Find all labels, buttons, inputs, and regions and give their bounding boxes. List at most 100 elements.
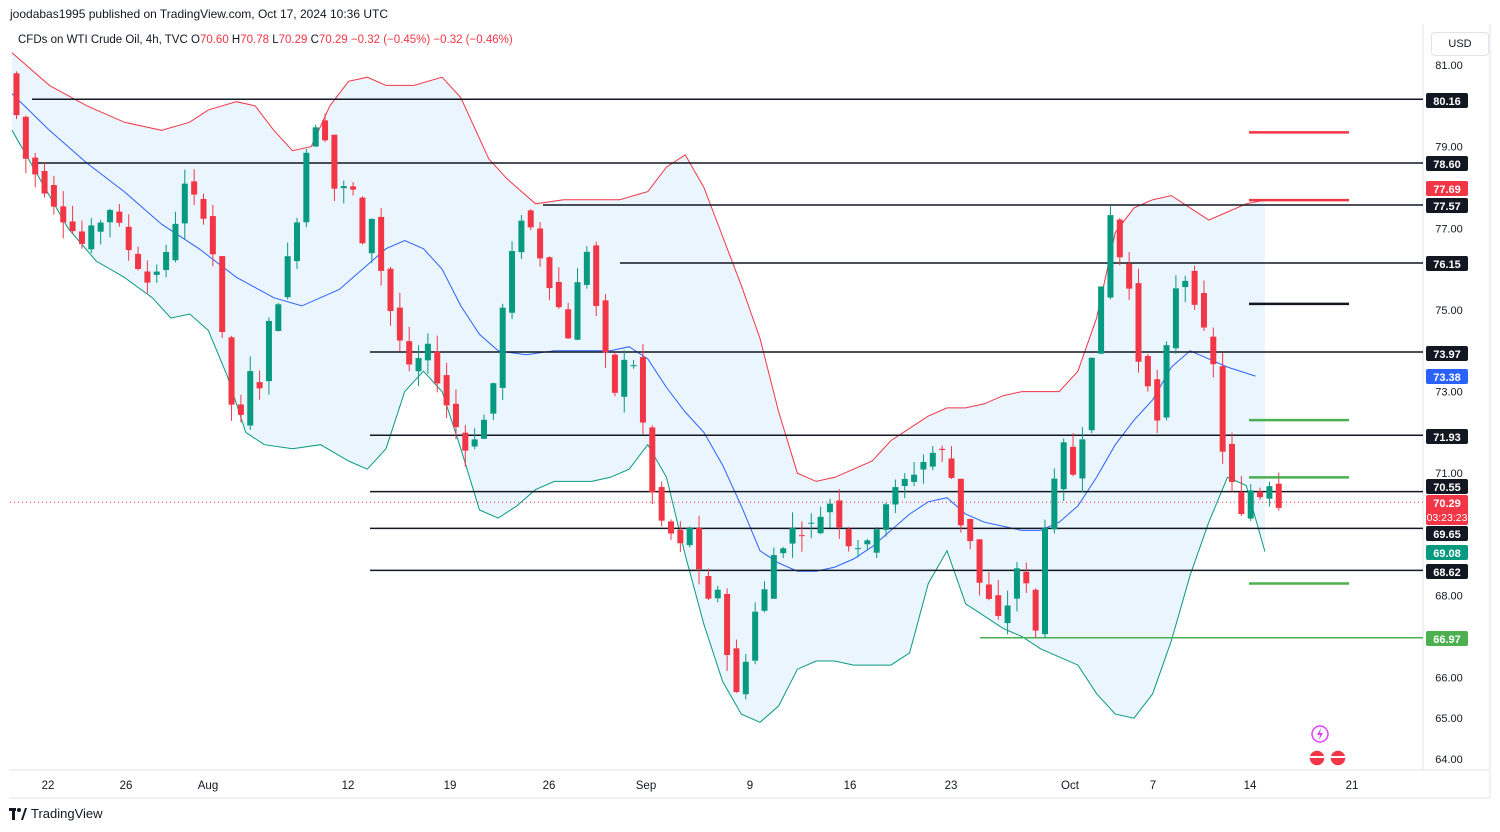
price-label[interactable]: 77.57 [1433, 201, 1461, 213]
candle-body[interactable] [228, 337, 235, 405]
candle-body[interactable] [378, 216, 385, 271]
candle-body[interactable] [1238, 492, 1245, 515]
candle-body[interactable] [1126, 263, 1133, 289]
candle-body[interactable] [836, 500, 843, 528]
candle-body[interactable] [761, 589, 768, 611]
candle-body[interactable] [1042, 528, 1048, 635]
candle-body[interactable] [527, 210, 534, 228]
candle-body[interactable] [705, 576, 712, 599]
candle-body[interactable] [537, 228, 544, 259]
candle-body[interactable] [602, 300, 609, 353]
candle-body[interactable] [415, 358, 422, 372]
candle-body[interactable] [1013, 568, 1020, 599]
candle-body[interactable] [88, 225, 95, 250]
candle-body[interactable] [191, 181, 198, 195]
candle-body[interactable] [153, 271, 160, 275]
candle-body[interactable] [611, 354, 618, 393]
candle-body[interactable] [481, 419, 487, 439]
candle-body[interactable] [1088, 357, 1095, 431]
candle-body[interactable] [855, 548, 861, 550]
candle-body[interactable] [1144, 356, 1151, 387]
candle-body[interactable] [219, 256, 226, 332]
candle-body[interactable] [387, 268, 394, 312]
candle-body[interactable] [1135, 283, 1142, 362]
candle-body[interactable] [724, 593, 731, 655]
candle-body[interactable] [303, 152, 310, 223]
candle-body[interactable] [826, 503, 833, 513]
candle-body[interactable] [116, 211, 123, 223]
price-label[interactable]: 77.69 [1433, 184, 1461, 196]
candle-body[interactable] [1098, 286, 1105, 354]
candle-body[interactable] [1172, 288, 1179, 349]
candle-body[interactable] [770, 555, 777, 599]
price-label[interactable]: 71.93 [1433, 432, 1461, 444]
candle-body[interactable] [939, 448, 946, 451]
candle-body[interactable] [649, 427, 656, 493]
price-label[interactable]: 70.29 [1433, 498, 1461, 510]
candle-body[interactable] [312, 127, 319, 147]
candle-body[interactable] [1060, 442, 1067, 490]
candle-body[interactable] [406, 341, 413, 365]
candle-body[interactable] [462, 432, 469, 451]
candle-body[interactable] [817, 516, 824, 534]
candle-body[interactable] [752, 611, 759, 661]
candle-body[interactable] [294, 222, 300, 262]
candle-body[interactable] [452, 403, 459, 428]
candle-body[interactable] [107, 210, 113, 223]
candle-body[interactable] [583, 251, 590, 285]
candle-body[interactable] [13, 73, 20, 116]
candle-body[interactable] [873, 529, 880, 553]
price-label[interactable]: 73.97 [1433, 349, 1461, 361]
candle-body[interactable] [883, 504, 890, 530]
candle-body[interactable] [340, 186, 347, 189]
candle-body[interactable] [742, 661, 749, 695]
candle-body[interactable] [60, 206, 67, 223]
price-label[interactable]: 69.65 [1433, 529, 1461, 541]
candle-body[interactable] [957, 478, 964, 526]
candle-body[interactable] [686, 527, 693, 546]
candle-body[interactable] [911, 474, 918, 482]
candle-body[interactable] [845, 529, 852, 547]
candle-body[interactable] [509, 251, 516, 313]
candle-body[interactable] [780, 548, 787, 554]
candle-body[interactable] [574, 282, 581, 340]
candle-body[interactable] [1116, 219, 1123, 258]
candle-body[interactable] [97, 222, 104, 232]
candle-body[interactable] [1229, 443, 1235, 482]
candle-body[interactable] [677, 529, 684, 544]
candle-body[interactable] [265, 320, 272, 382]
candle-body[interactable] [1163, 345, 1170, 418]
candle-body[interactable] [78, 231, 85, 244]
candle-body[interactable] [668, 521, 674, 534]
candle-body[interactable] [901, 478, 908, 487]
candle-body[interactable] [135, 253, 142, 269]
candle-body[interactable] [639, 357, 646, 423]
candle-body[interactable] [892, 487, 899, 505]
candle-body[interactable] [976, 539, 983, 583]
candle-body[interactable] [69, 221, 76, 232]
candle-body[interactable] [1107, 215, 1114, 298]
candle-body[interactable] [396, 307, 403, 341]
candle-body[interactable] [658, 487, 665, 521]
candle-body[interactable] [630, 365, 637, 367]
candle-body[interactable] [490, 383, 497, 414]
candle-body[interactable] [350, 186, 357, 190]
candle-body[interactable] [1051, 478, 1058, 530]
price-label[interactable]: 80.16 [1433, 96, 1461, 108]
candle-body[interactable] [808, 522, 815, 524]
candle-body[interactable] [209, 216, 216, 255]
currency-button[interactable]: USD [1431, 32, 1489, 56]
candle-body[interactable] [275, 304, 282, 332]
candle-body[interactable] [247, 371, 254, 426]
candle-body[interactable] [144, 271, 151, 283]
candle-body[interactable] [985, 584, 992, 599]
candle-body[interactable] [1210, 336, 1217, 365]
candle-body[interactable] [22, 116, 29, 159]
candle-body[interactable] [443, 375, 450, 406]
candle-body[interactable] [593, 245, 600, 306]
candle-body[interactable] [696, 528, 703, 570]
candle-body[interactable] [284, 256, 291, 298]
candle-body[interactable] [1182, 280, 1189, 288]
candle-body[interactable] [1191, 270, 1198, 305]
